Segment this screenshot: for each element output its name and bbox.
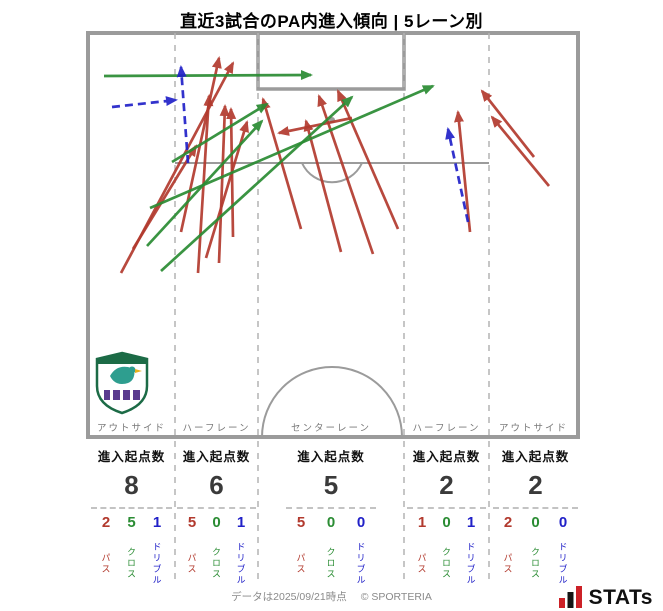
pass-label: パス bbox=[416, 552, 427, 575]
lane-label-center: センターレーン bbox=[290, 423, 372, 434]
stat-column-center: 進入起点数 5 5 パス 0 クロス 0 ドリブル bbox=[286, 446, 376, 592]
breakdown: 1 パス 0 クロス 1 ドリブル bbox=[407, 514, 486, 592]
bar-chart-icon bbox=[558, 586, 582, 608]
arrow-pass bbox=[336, 89, 400, 230]
breakdown: 5 パス 0 クロス 1 ドリブル bbox=[177, 514, 256, 592]
breakdown: 2 パス 0 クロス 0 ドリブル bbox=[493, 514, 578, 592]
cross-count: 0 bbox=[442, 513, 451, 531]
lane-label-half-left: ハーフレーン bbox=[182, 423, 251, 434]
center-circle bbox=[261, 366, 403, 438]
entry-origins-count: 8 bbox=[124, 470, 139, 500]
entry-origins-count: 6 bbox=[209, 470, 224, 500]
lane-label-outside-left: アウトサイド bbox=[96, 423, 166, 434]
pass-count: 2 bbox=[503, 513, 513, 531]
page-title: 直近3試合のPA内進入傾向 | 5レーン別 bbox=[179, 12, 484, 31]
data-date-note: データは2025/09/21時点 bbox=[231, 591, 347, 603]
cross-count: 0 bbox=[531, 513, 540, 531]
pass-label: パス bbox=[295, 552, 306, 575]
entry-origins-label: 進入起点数 bbox=[501, 450, 570, 464]
entry-arrows bbox=[103, 56, 551, 274]
arrow-pass bbox=[217, 104, 230, 264]
arrow-pass bbox=[277, 116, 353, 136]
entry-origins-count: 2 bbox=[439, 470, 454, 500]
dribble-label: ドリブル bbox=[151, 541, 162, 586]
entry-origins-count: 5 bbox=[323, 470, 339, 500]
cross-label: クロス bbox=[441, 547, 451, 581]
dribble-count: 1 bbox=[236, 513, 246, 531]
dribble-count: 1 bbox=[466, 513, 476, 531]
pass-label: パス bbox=[186, 552, 197, 575]
entry-origins-label: 進入起点数 bbox=[182, 450, 251, 464]
cross-count: 0 bbox=[326, 513, 336, 531]
cross-label: クロス bbox=[126, 547, 136, 581]
arrow-pass bbox=[480, 89, 536, 158]
dribble-count: 0 bbox=[356, 513, 366, 531]
pass-label: パス bbox=[502, 552, 513, 575]
pass-label: パス bbox=[100, 552, 111, 575]
arrow-dribble bbox=[111, 96, 178, 109]
arrow-pass bbox=[490, 115, 551, 187]
pass-count: 2 bbox=[101, 513, 111, 531]
cross-count: 0 bbox=[212, 513, 221, 531]
lane-dividers bbox=[174, 33, 490, 583]
arrow-pass bbox=[131, 144, 198, 250]
goal-area-box bbox=[256, 31, 406, 91]
dribble-label: ドリブル bbox=[235, 541, 246, 586]
arrow-cross bbox=[171, 102, 269, 164]
entry-origins-count: 2 bbox=[528, 470, 543, 500]
stat-column-half-right: 進入起点数 2 1 パス 0 クロス 1 ドリブル bbox=[407, 446, 486, 592]
pass-count: 5 bbox=[296, 513, 306, 531]
pitch-lines bbox=[86, 31, 580, 439]
pitch-boundary bbox=[86, 31, 580, 439]
stats-logo: STATs bbox=[551, 586, 653, 609]
team-crest bbox=[95, 351, 149, 415]
dashed-divider bbox=[493, 506, 578, 509]
arrow-pass bbox=[303, 119, 343, 253]
arrow-pass bbox=[261, 97, 303, 230]
dribble-count: 0 bbox=[558, 513, 568, 531]
breakdown: 2 パス 5 クロス 1 ドリブル bbox=[91, 514, 172, 592]
breakdown: 5 パス 0 クロス 0 ドリブル bbox=[286, 514, 376, 592]
entry-origins-label: 進入起点数 bbox=[412, 450, 481, 464]
dribble-count: 1 bbox=[152, 513, 162, 531]
arrow-cross bbox=[160, 95, 354, 272]
pass-count: 5 bbox=[187, 513, 197, 531]
arrow-cross bbox=[146, 119, 264, 247]
lane-label-half-right: ハーフレーン bbox=[412, 423, 481, 434]
arrow-pass bbox=[454, 110, 472, 233]
penalty-arc bbox=[301, 162, 363, 184]
footer-note: データは2025/09/21時点 © SPORTERIA bbox=[0, 589, 663, 604]
arrow-dribble bbox=[176, 65, 190, 164]
arrow-cross bbox=[149, 84, 435, 210]
dashed-divider bbox=[177, 506, 256, 509]
entry-origins-label: 進入起点数 bbox=[297, 450, 365, 464]
dribble-label: ドリブル bbox=[355, 541, 366, 586]
dashed-divider bbox=[407, 506, 486, 509]
dashed-divider bbox=[286, 506, 376, 509]
cross-count: 5 bbox=[127, 513, 136, 531]
dribble-label: ドリブル bbox=[465, 541, 476, 586]
lane-label-outside-right: アウトサイド bbox=[498, 423, 568, 434]
copyright: © SPORTERIA bbox=[360, 591, 432, 603]
entry-origins-label: 進入起点数 bbox=[97, 450, 166, 464]
logo-text: STATs bbox=[588, 586, 653, 609]
stat-column-outside-left: 進入起点数 8 2 パス 5 クロス 1 ドリブル bbox=[91, 446, 172, 592]
arrow-cross bbox=[103, 70, 313, 81]
cross-label: クロス bbox=[325, 547, 336, 581]
arrow-dribble bbox=[445, 127, 470, 223]
cross-label: クロス bbox=[211, 547, 221, 581]
stat-column-half-left: 進入起点数 6 5 パス 0 クロス 1 ドリブル bbox=[177, 446, 256, 592]
pass-count: 1 bbox=[417, 513, 427, 531]
stat-column-outside-right: 進入起点数 2 2 パス 0 クロス 0 ドリブル bbox=[493, 446, 578, 592]
dashed-divider bbox=[91, 506, 172, 509]
dribble-label: ドリブル bbox=[557, 541, 568, 586]
cross-label: クロス bbox=[530, 547, 540, 581]
